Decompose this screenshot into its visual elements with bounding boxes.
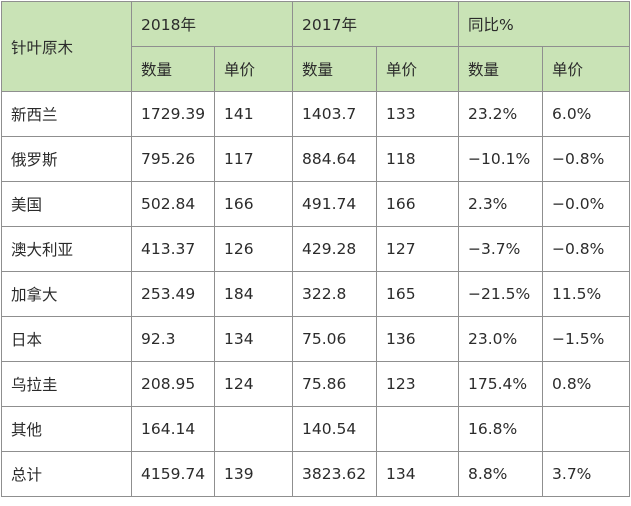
qty-2017-cell: 491.74 — [292, 181, 378, 227]
qty-2017-cell: 75.06 — [292, 316, 378, 362]
qty-2018-cell: 164.14 — [131, 406, 215, 452]
price-2017-cell: 133 — [376, 91, 460, 137]
price-2017-cell — [376, 406, 460, 452]
yoy-price-cell: −0.0% — [542, 181, 631, 227]
table-row: 其他 164.14 140.54 16.8% — [1, 406, 631, 452]
subheader-price: 单价 — [213, 46, 294, 92]
qty-2018-cell: 502.84 — [131, 181, 215, 227]
price-2018-cell: 124 — [213, 361, 294, 407]
subheader-qty: 数量 — [131, 46, 215, 92]
yoy-qty-cell: −3.7% — [458, 226, 544, 272]
table-row-total: 总计 4159.74 139 3823.62 134 8.8% 3.7% — [1, 451, 631, 497]
table-row: 新西兰 1729.39 141 1403.7 133 23.2% 6.0% — [1, 91, 631, 137]
qty-2018-cell: 4159.74 — [131, 451, 215, 497]
country-cell: 澳大利亚 — [1, 226, 132, 272]
price-2018-cell: 139 — [213, 451, 294, 497]
qty-2018-cell: 208.95 — [131, 361, 215, 407]
table-row: 美国 502.84 166 491.74 166 2.3% −0.0% — [1, 181, 631, 227]
price-2018-cell — [213, 406, 294, 452]
price-2017-cell: 166 — [376, 181, 460, 227]
yoy-price-cell: 3.7% — [542, 451, 631, 497]
country-cell: 美国 — [1, 181, 132, 227]
qty-2018-cell: 253.49 — [131, 271, 215, 317]
qty-2017-cell: 322.8 — [292, 271, 378, 317]
table-row: 澳大利亚 413.37 126 429.28 127 −3.7% −0.8% — [1, 226, 631, 272]
price-2018-cell: 117 — [213, 136, 294, 182]
qty-2018-cell: 1729.39 — [131, 91, 215, 137]
price-2018-cell: 184 — [213, 271, 294, 317]
qty-2017-cell: 1403.7 — [292, 91, 378, 137]
subheader-price: 单价 — [376, 46, 460, 92]
country-cell: 其他 — [1, 406, 132, 452]
yoy-price-cell: −0.8% — [542, 226, 631, 272]
yoy-price-cell: 6.0% — [542, 91, 631, 137]
yoy-price-cell: 11.5% — [542, 271, 631, 317]
country-cell: 日本 — [1, 316, 132, 362]
qty-2017-cell: 429.28 — [292, 226, 378, 272]
yoy-qty-cell: 23.0% — [458, 316, 544, 362]
price-2018-cell: 141 — [213, 91, 294, 137]
country-cell: 新西兰 — [1, 91, 132, 137]
price-2018-cell: 126 — [213, 226, 294, 272]
yoy-header: 同比% — [458, 1, 631, 47]
table-row: 俄罗斯 795.26 117 884.64 118 −10.1% −0.8% — [1, 136, 631, 182]
country-cell: 加拿大 — [1, 271, 132, 317]
qty-2017-cell: 140.54 — [292, 406, 378, 452]
yoy-price-cell: −1.5% — [542, 316, 631, 362]
subheader-qty: 数量 — [292, 46, 378, 92]
yoy-qty-cell: 16.8% — [458, 406, 544, 452]
corner-header: 针叶原木 — [1, 1, 132, 92]
yoy-qty-cell: 23.2% — [458, 91, 544, 137]
yoy-qty-cell: 8.8% — [458, 451, 544, 497]
yoy-qty-cell: 2.3% — [458, 181, 544, 227]
price-2018-cell: 134 — [213, 316, 294, 362]
country-cell: 俄罗斯 — [1, 136, 132, 182]
table-row: 乌拉圭 208.95 124 75.86 123 175.4% 0.8% — [1, 361, 631, 407]
price-2018-cell: 166 — [213, 181, 294, 227]
subheader-price: 单价 — [542, 46, 631, 92]
subheader-qty: 数量 — [458, 46, 544, 92]
qty-2017-cell: 884.64 — [292, 136, 378, 182]
yoy-price-cell: −0.8% — [542, 136, 631, 182]
yoy-price-cell: 0.8% — [542, 361, 631, 407]
country-cell: 乌拉圭 — [1, 361, 132, 407]
price-2017-cell: 165 — [376, 271, 460, 317]
price-2017-cell: 118 — [376, 136, 460, 182]
header-row-years: 针叶原木 2018年 2017年 同比% — [1, 1, 631, 92]
yoy-qty-cell: 175.4% — [458, 361, 544, 407]
yoy-price-cell — [542, 406, 631, 452]
qty-2018-cell: 92.3 — [131, 316, 215, 362]
table-row: 日本 92.3 134 75.06 136 23.0% −1.5% — [1, 316, 631, 362]
price-2017-cell: 127 — [376, 226, 460, 272]
yoy-qty-cell: −21.5% — [458, 271, 544, 317]
table-row: 加拿大 253.49 184 322.8 165 −21.5% 11.5% — [1, 271, 631, 317]
qty-2017-cell: 3823.62 — [292, 451, 378, 497]
year-header-2017: 2017年 — [292, 1, 460, 47]
country-cell: 总计 — [1, 451, 132, 497]
price-2017-cell: 123 — [376, 361, 460, 407]
data-table: 针叶原木 2018年 2017年 同比% 数量 单价 数量 单价 数量 单价 新… — [1, 1, 631, 497]
price-2017-cell: 134 — [376, 451, 460, 497]
price-2017-cell: 136 — [376, 316, 460, 362]
header-row-metrics: 数量 单价 数量 单价 数量 单价 — [2, 46, 631, 92]
year-header-2018: 2018年 — [130, 1, 294, 47]
qty-2018-cell: 413.37 — [131, 226, 215, 272]
qty-2018-cell: 795.26 — [131, 136, 215, 182]
qty-2017-cell: 75.86 — [292, 361, 378, 407]
yoy-qty-cell: −10.1% — [458, 136, 544, 182]
